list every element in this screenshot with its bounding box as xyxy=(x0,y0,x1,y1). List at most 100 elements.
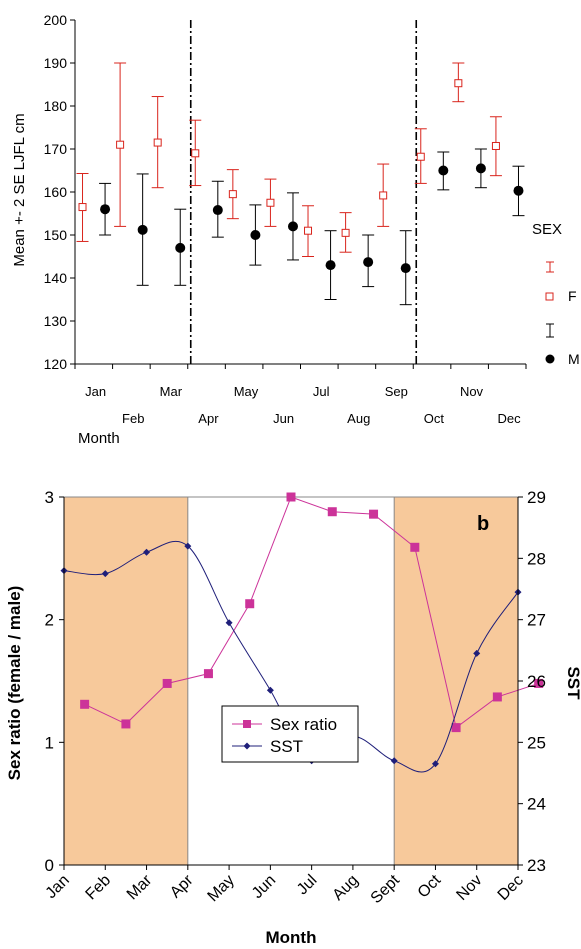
errorbar-M xyxy=(362,234,375,288)
panel-a-legend: SEX F M xyxy=(532,221,580,367)
sst-point xyxy=(390,757,398,765)
mean-marker-M xyxy=(475,163,486,174)
sex-ratio-point xyxy=(245,599,255,609)
y2-tick-label: 25 xyxy=(527,733,546,752)
y2-tick-label: 29 xyxy=(527,488,546,507)
x-tick-label: Nov xyxy=(460,384,484,399)
mean-marker-F xyxy=(78,203,87,212)
legend-sex-ratio-marker xyxy=(243,720,251,728)
mean-marker-M xyxy=(513,185,524,196)
panel-a-ylabel: Mean +- 2 SE LJFL cm xyxy=(11,113,28,266)
y2-tick-label: 23 xyxy=(527,856,546,875)
errorbar-M xyxy=(474,148,487,189)
panel-b-shaded-regions xyxy=(63,496,519,866)
mean-marker-F xyxy=(116,140,125,149)
y-tick-label: 2 xyxy=(45,611,54,630)
panel-b-x-axis: Jan Feb Mar Apr May Jun Jul Aug Sept Oct Nov Dec xyxy=(43,864,527,907)
y-tick-label: 120 xyxy=(44,356,68,372)
errorbar-M xyxy=(249,204,262,266)
sex-ratio-point xyxy=(327,507,337,517)
sst-point xyxy=(225,619,233,627)
x-tick-label: Mar xyxy=(160,384,183,399)
panel-b-legend: Sex ratio SST xyxy=(221,705,359,763)
x-tick-label: Mar xyxy=(124,871,156,903)
sex-ratio-point xyxy=(80,699,90,709)
x-tick-label: Jun xyxy=(249,872,279,902)
errorbar-F xyxy=(76,173,89,242)
x-tick-label: Oct xyxy=(424,411,445,426)
y-tick-label: 0 xyxy=(45,856,54,875)
y-tick-label: 150 xyxy=(44,227,68,243)
mean-marker-F xyxy=(266,198,275,207)
sex-ratio-point xyxy=(121,719,131,729)
x-tick-label: May xyxy=(205,872,238,905)
panel-b-xlabel: Month xyxy=(266,928,317,947)
y-tick-label: 130 xyxy=(44,313,68,329)
errorbar-F xyxy=(339,212,352,253)
legend-label-F: F xyxy=(568,288,577,304)
panel-b-y-axis: 0 1 2 3 xyxy=(45,488,65,875)
x-tick-label: Dec xyxy=(498,411,522,426)
x-tick-label: Jan xyxy=(43,872,73,902)
y2-tick-label: 27 xyxy=(527,611,546,630)
mean-marker-F xyxy=(491,141,500,150)
panel-b-ylabel: Sex ratio (female / male) xyxy=(5,586,24,781)
x-tick-label: Jul xyxy=(294,872,320,898)
x-tick-label: Dec xyxy=(495,872,527,904)
errorbar-F xyxy=(377,163,390,227)
sst-point xyxy=(143,548,151,556)
panel-b-y2label: SST xyxy=(564,666,581,700)
mean-marker-F xyxy=(153,138,162,147)
y-tick-label: 190 xyxy=(44,55,68,71)
panel-b-y2-axis: 23 24 25 26 27 28 29 xyxy=(517,488,546,875)
panel-a-marks xyxy=(76,62,525,306)
sex-ratio-point xyxy=(410,542,420,552)
sex-ratio-point xyxy=(286,492,296,502)
mean-marker-F xyxy=(416,152,425,161)
y-tick-label: 200 xyxy=(44,12,68,28)
errorbar-F xyxy=(452,62,465,103)
mean-marker-F xyxy=(341,228,350,237)
mean-marker-F xyxy=(379,191,388,200)
x-tick-label: Aug xyxy=(330,872,362,904)
sex-ratio-point xyxy=(492,692,502,702)
legend-F-marker xyxy=(545,292,554,301)
legend-label-M: M xyxy=(568,351,580,367)
x-tick-label: Apr xyxy=(198,411,219,426)
x-tick-label: Sep xyxy=(385,384,408,399)
legend-box xyxy=(221,705,359,763)
y2-tick-label: 28 xyxy=(527,549,546,568)
errorbar-M xyxy=(324,230,337,300)
x-tick-label: Aug xyxy=(347,411,370,426)
y-tick-label: 170 xyxy=(44,141,68,157)
sex-ratio-point xyxy=(451,723,461,733)
sst-point xyxy=(431,760,439,768)
mean-marker-M xyxy=(400,263,411,274)
x-tick-label: Jun xyxy=(273,411,294,426)
mean-marker-M xyxy=(250,230,261,240)
x-tick-label: Oct xyxy=(415,871,445,901)
x-tick-label: Jul xyxy=(313,384,330,399)
panel-a: Mean +- 2 SE LJFL cm 1201301401501601701… xyxy=(11,12,580,447)
x-tick-label: Feb xyxy=(83,872,115,904)
shaded-region xyxy=(393,496,519,866)
errorbar-F xyxy=(226,169,239,220)
mean-marker-M xyxy=(325,260,336,271)
errorbar-F xyxy=(151,96,164,189)
y2-tick-label: 26 xyxy=(527,672,546,691)
x-tick-label: Jan xyxy=(85,384,106,399)
legend-M-marker xyxy=(545,354,555,364)
sex-ratio-point xyxy=(369,509,379,519)
y2-tick-label: 24 xyxy=(527,795,546,814)
errorbar-M xyxy=(437,151,450,191)
sex-ratio-point xyxy=(534,678,544,688)
mean-marker-M xyxy=(287,221,298,232)
x-tick-label: May xyxy=(234,384,259,399)
errorbar-F xyxy=(114,62,127,227)
sst-point xyxy=(473,649,481,657)
mean-marker-M xyxy=(363,257,374,268)
errorbar-F xyxy=(414,128,427,184)
y-tick-label: 1 xyxy=(45,733,54,752)
sst-point xyxy=(101,570,109,578)
